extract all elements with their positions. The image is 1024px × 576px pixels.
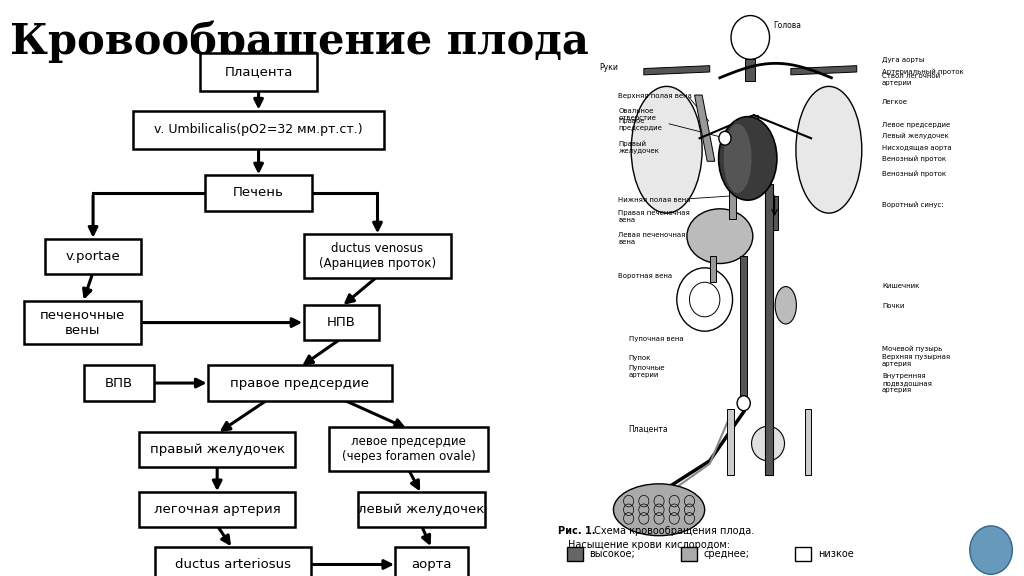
Polygon shape	[694, 95, 715, 161]
Text: v. Umbilicalis(pO2=32 мм.рт.ст.): v. Umbilicalis(pO2=32 мм.рт.ст.)	[155, 123, 362, 136]
Text: Ствол легочной
артерии: Ствол легочной артерии	[882, 73, 940, 86]
FancyBboxPatch shape	[796, 547, 811, 561]
Text: аорта: аорта	[412, 558, 452, 571]
FancyBboxPatch shape	[84, 366, 154, 401]
Ellipse shape	[752, 426, 784, 461]
Text: правое предсердие: правое предсердие	[230, 377, 370, 389]
Ellipse shape	[724, 124, 752, 193]
Circle shape	[719, 131, 731, 145]
FancyBboxPatch shape	[208, 366, 392, 401]
Text: Нижняя полая вена: Нижняя полая вена	[618, 196, 691, 203]
Ellipse shape	[613, 484, 705, 536]
FancyBboxPatch shape	[200, 53, 317, 91]
FancyBboxPatch shape	[133, 111, 384, 149]
Polygon shape	[791, 66, 857, 75]
Text: низкое: низкое	[818, 549, 853, 559]
Ellipse shape	[631, 86, 702, 213]
Text: Дуга аорты: Дуга аорты	[882, 57, 925, 63]
Circle shape	[970, 526, 1013, 574]
FancyBboxPatch shape	[25, 301, 141, 344]
FancyBboxPatch shape	[139, 492, 295, 528]
FancyBboxPatch shape	[205, 175, 312, 210]
Polygon shape	[751, 115, 758, 138]
Polygon shape	[766, 184, 773, 475]
Text: Насыщение крови кислородом:: Насыщение крови кислородом:	[567, 540, 730, 550]
FancyBboxPatch shape	[155, 547, 310, 576]
Text: Внутренняя
подвздошная
артерия: Внутренняя подвздошная артерия	[882, 373, 932, 393]
Polygon shape	[727, 409, 733, 475]
FancyBboxPatch shape	[45, 238, 141, 274]
Text: Правое
предсердие: Правое предсердие	[618, 118, 663, 131]
Ellipse shape	[687, 209, 753, 264]
Text: левый желудочек: левый желудочек	[358, 503, 484, 516]
Text: Овальное
отверстие: Овальное отверстие	[618, 108, 656, 121]
Text: v.portae: v.portae	[66, 250, 121, 263]
FancyBboxPatch shape	[395, 547, 468, 576]
Text: ductus venosus
(Аранциев проток): ductus venosus (Аранциев проток)	[318, 242, 436, 270]
Text: Нисходящая аорта: Нисходящая аорта	[882, 145, 951, 151]
Text: Кровообращение плода: Кровообращение плода	[10, 20, 589, 63]
FancyBboxPatch shape	[567, 547, 583, 561]
Text: левое предсердие
(через foramen ovale): левое предсердие (через foramen ovale)	[342, 435, 475, 463]
Text: высокое;: высокое;	[590, 549, 635, 559]
Text: Плацента: Плацента	[224, 66, 293, 78]
Ellipse shape	[796, 86, 862, 213]
Text: Венозный проток: Венозный проток	[882, 156, 946, 162]
Text: печеночные
вены: печеночные вены	[40, 309, 125, 336]
Text: правый желудочек: правый желудочек	[150, 443, 285, 456]
FancyBboxPatch shape	[330, 427, 487, 471]
Text: Почки: Почки	[882, 303, 904, 309]
Text: НПВ: НПВ	[327, 316, 355, 329]
Text: Пупок: Пупок	[629, 355, 651, 361]
Text: ВПВ: ВПВ	[104, 377, 133, 389]
Text: Схема кровообращения плода.: Схема кровообращения плода.	[591, 526, 754, 536]
Text: Верхняя пузырная
артерия: Верхняя пузырная артерия	[882, 354, 950, 367]
Text: легочная артерия: легочная артерия	[154, 503, 281, 516]
Text: Левая печеночная
вена: Левая печеночная вена	[618, 232, 686, 245]
Text: Левое предсердие: Левое предсердие	[882, 122, 950, 128]
Text: Венозный проток: Венозный проток	[882, 170, 946, 177]
Text: Правая печеночная
вена: Правая печеночная вена	[618, 210, 690, 223]
FancyBboxPatch shape	[303, 234, 452, 278]
Text: Печень: Печень	[233, 187, 284, 199]
Ellipse shape	[775, 287, 797, 324]
Text: ductus arteriosus: ductus arteriosus	[175, 558, 291, 571]
Text: Воротная вена: Воротная вена	[618, 273, 673, 279]
Text: Рис. 1.: Рис. 1.	[558, 526, 595, 536]
Polygon shape	[805, 409, 811, 475]
Text: среднее;: среднее;	[703, 549, 750, 559]
Circle shape	[737, 396, 751, 411]
FancyBboxPatch shape	[681, 547, 696, 561]
Text: Голова: Голова	[773, 21, 801, 31]
Text: Пупочная вена: Пупочная вена	[629, 336, 683, 342]
Text: Легкое: Легкое	[882, 98, 908, 105]
Text: Артериальный проток: Артериальный проток	[882, 68, 964, 75]
Polygon shape	[644, 66, 710, 75]
Text: Левый желудочек: Левый желудочек	[882, 132, 949, 139]
Polygon shape	[773, 196, 778, 230]
Polygon shape	[710, 256, 717, 282]
Text: Мочевой пузырь: Мочевой пузырь	[882, 346, 942, 353]
FancyBboxPatch shape	[139, 432, 295, 467]
Text: Плацента: Плацента	[629, 425, 669, 434]
Polygon shape	[745, 59, 756, 81]
FancyBboxPatch shape	[303, 305, 379, 340]
Ellipse shape	[719, 117, 777, 200]
Text: Правый
желудочек: Правый желудочек	[618, 140, 659, 154]
Text: Воротный синус:: Воротный синус:	[882, 202, 944, 209]
Text: Верхняя полая вена: Верхняя полая вена	[618, 93, 692, 99]
Text: Пупочные
артерии: Пупочные артерии	[629, 365, 666, 378]
Text: Кишечник: Кишечник	[882, 283, 920, 289]
FancyBboxPatch shape	[357, 492, 485, 528]
Text: Руки: Руки	[600, 63, 618, 72]
Polygon shape	[729, 179, 736, 219]
Polygon shape	[740, 256, 746, 403]
